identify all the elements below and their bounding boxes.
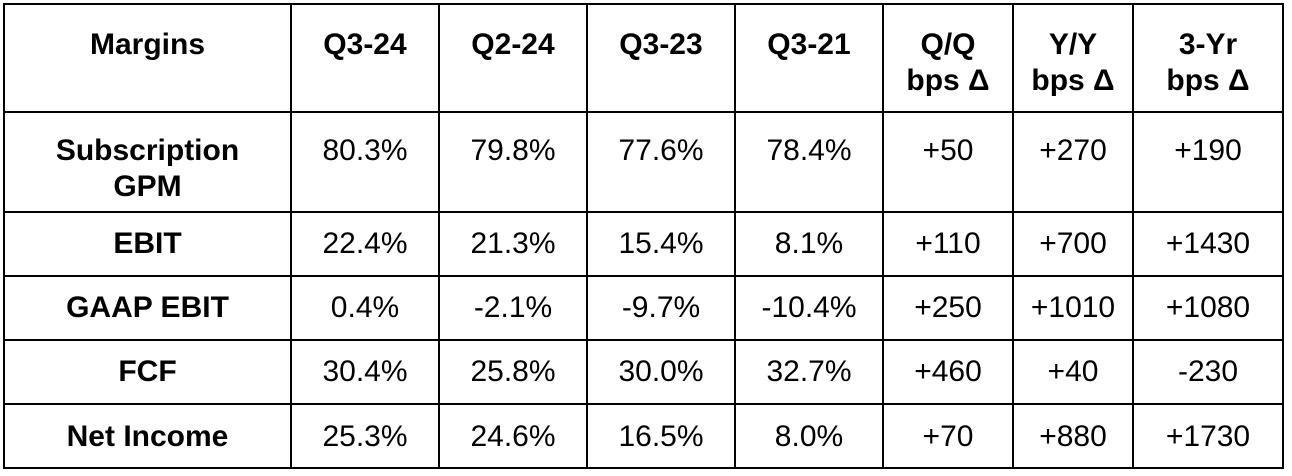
cell-value: +270 [1012,111,1134,213]
header-row: Margins Q3-24 Q2-24 Q3-23 Q3-21 Q/Q bps Δ… [3,3,1284,113]
row-label-net-income: Net Income [3,403,292,469]
header-yy-bps: Y/Y bps Δ [1012,3,1134,113]
cell-value: 78.4% [734,111,884,213]
header-q3-21: Q3-21 [734,3,884,113]
cell-value: +1010 [1012,275,1134,341]
cell-value: +50 [882,111,1014,213]
cell-value: +250 [882,275,1014,341]
margins-table-container: Margins Q3-24 Q2-24 Q3-23 Q3-21 Q/Q bps Δ… [3,3,1284,469]
cell-value: 16.5% [586,403,736,469]
cell-value: 79.8% [438,111,588,213]
cell-value: +70 [882,403,1014,469]
cell-value: 22.4% [290,211,440,277]
cell-value: -10.4% [734,275,884,341]
row-label-subscription-gpm: Subscription GPM [3,111,292,213]
cell-value: 25.8% [438,339,588,405]
header-q3-23: Q3-23 [586,3,736,113]
cell-value: 8.1% [734,211,884,277]
cell-value: 24.6% [438,403,588,469]
cell-value: -230 [1132,339,1284,405]
table-row: Net Income 25.3% 24.6% 16.5% 8.0% +70 +8… [3,403,1284,469]
cell-value: +1080 [1132,275,1284,341]
cell-value: -9.7% [586,275,736,341]
header-3yr-bps: 3-Yr bps Δ [1132,3,1284,113]
cell-value: 8.0% [734,403,884,469]
cell-value: 21.3% [438,211,588,277]
table-row: FCF 30.4% 25.8% 30.0% 32.7% +460 +40 -23… [3,339,1284,405]
row-label-gaap-ebit: GAAP EBIT [3,275,292,341]
cell-value: +700 [1012,211,1134,277]
cell-value: +880 [1012,403,1134,469]
cell-value: +1430 [1132,211,1284,277]
header-q2-24: Q2-24 [438,3,588,113]
cell-value: +1730 [1132,403,1284,469]
cell-value: -2.1% [438,275,588,341]
row-label-ebit: EBIT [3,211,292,277]
cell-value: 30.0% [586,339,736,405]
header-q3-24: Q3-24 [290,3,440,113]
cell-value: 25.3% [290,403,440,469]
cell-value: 32.7% [734,339,884,405]
table-row: GAAP EBIT 0.4% -2.1% -9.7% -10.4% +250 +… [3,275,1284,341]
header-qq-bps: Q/Q bps Δ [882,3,1014,113]
cell-value: 0.4% [290,275,440,341]
cell-value: 77.6% [586,111,736,213]
margins-table: Margins Q3-24 Q2-24 Q3-23 Q3-21 Q/Q bps Δ… [3,3,1284,469]
cell-value: 30.4% [290,339,440,405]
table-row: Subscription GPM 80.3% 79.8% 77.6% 78.4% … [3,111,1284,213]
cell-value: +460 [882,339,1014,405]
table-row: EBIT 22.4% 21.3% 15.4% 8.1% +110 +700 +1… [3,211,1284,277]
header-margins: Margins [3,3,292,113]
cell-value: +190 [1132,111,1284,213]
cell-value: 15.4% [586,211,736,277]
cell-value: 80.3% [290,111,440,213]
row-label-fcf: FCF [3,339,292,405]
cell-value: +40 [1012,339,1134,405]
cell-value: +110 [882,211,1014,277]
